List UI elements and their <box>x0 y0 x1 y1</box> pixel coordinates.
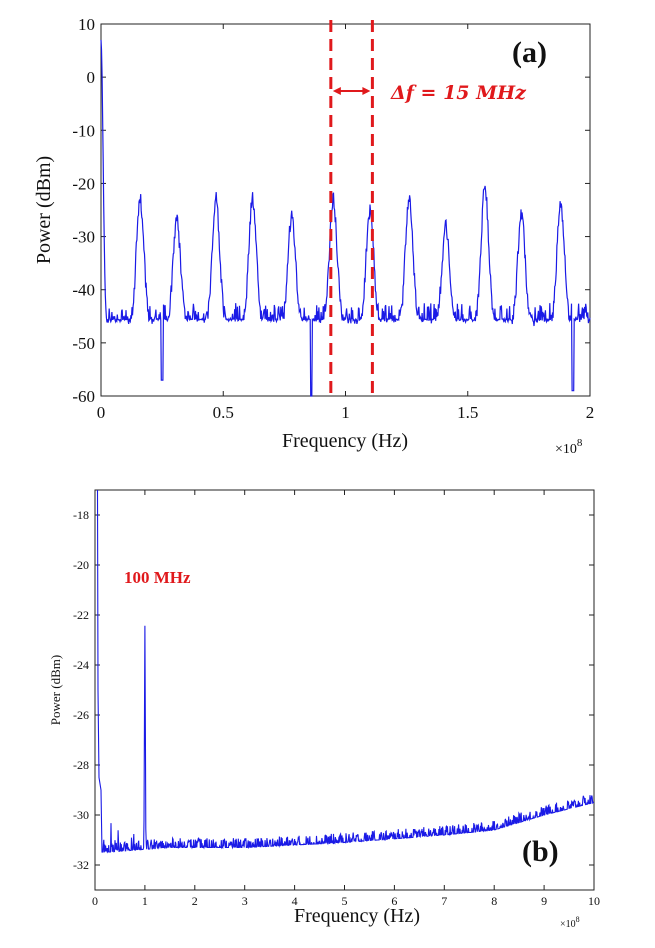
panel-a-ytick-label: -40 <box>72 281 95 300</box>
panel-b-xtick-label: 1 <box>142 894 148 908</box>
panel-a-ytick-label: -20 <box>72 174 95 193</box>
panel-a-ytick-label: -50 <box>72 334 95 353</box>
panel-b-y-ticks: -18 -20 -22 -24 -26 -28 -30 -32 <box>73 508 594 872</box>
panel-b-ylabel: Power (dBm) <box>48 655 63 725</box>
panel-b-xtick-label: 0 <box>92 894 98 908</box>
panel-a-ytick-label: 10 <box>78 15 95 34</box>
panel-a-xtick-label: 1.5 <box>457 403 478 422</box>
panel-b-xtick-label: 9 <box>541 894 547 908</box>
panel-b-xtick-label: 4 <box>292 894 298 908</box>
panel-b-ytick-label: -28 <box>73 758 89 772</box>
panel-a-annotation: Δf = 15 MHz <box>390 82 527 104</box>
panel-a-x-multiplier: ×108 <box>555 437 583 457</box>
panel-a-plot-frame <box>100 23 591 397</box>
panel-b-annotation: 100 MHz <box>124 568 191 587</box>
panel-a-arrowhead-right <box>362 87 371 95</box>
panel-b-xtick-label: 8 <box>491 894 497 908</box>
panel-b-xtick-label: 10 <box>588 894 600 908</box>
panel-b-ytick-label: -18 <box>73 508 89 522</box>
panel-a-ytick-label: -30 <box>72 228 95 247</box>
panel-a-ylabel: Power (dBm) <box>33 156 55 264</box>
panel-b-ytick-label: -22 <box>73 608 89 622</box>
panel-b: -18 -20 -22 -24 -26 -28 -30 -32 0 1 2 3 4 5 6 7 8 9 10 10… <box>48 489 600 930</box>
panel-b-xtick-label: 7 <box>441 894 447 908</box>
panel-b-x-ticks: 0 1 2 3 4 5 6 7 8 9 10 <box>92 490 600 908</box>
panel-a-xtick-label: 0 <box>97 403 106 422</box>
panel-a-ytick-label: -60 <box>72 387 95 406</box>
panel-a-arrowhead-left <box>332 87 341 95</box>
panel-a: 10 0 -10 -20 -30 -40 -50 -60 0 0.5 1 1.5 2 (a) Δf =… <box>33 15 594 457</box>
panel-b-xtick-label: 2 <box>192 894 198 908</box>
panel-b-spectrum-line <box>96 489 595 854</box>
panel-b-ytick-label: -26 <box>73 708 89 722</box>
panel-a-x-ticks: 0 0.5 1 1.5 2 <box>97 24 595 422</box>
panel-b-ytick-label: -32 <box>73 858 89 872</box>
panel-b-ytick-label: -20 <box>73 558 89 572</box>
panel-a-xlabel: Frequency (Hz) <box>282 430 408 452</box>
panel-b-ytick-label: -24 <box>73 658 89 672</box>
panel-a-spectrum-line <box>100 39 591 397</box>
panel-b-xtick-label: 3 <box>242 894 248 908</box>
panel-b-ytick-label: -30 <box>73 808 89 822</box>
panel-a-ytick-label: 0 <box>87 68 96 87</box>
panel-b-plot-frame <box>94 489 595 891</box>
panel-a-xtick-label: 2 <box>586 403 595 422</box>
panel-a-y-ticks: 10 0 -10 -20 -30 -40 -50 -60 <box>72 15 590 406</box>
panel-b-xlabel: Frequency (Hz) <box>294 905 420 927</box>
panel-a-ytick-label: -10 <box>72 121 95 140</box>
panel-b-x-multiplier: ×108 <box>560 915 580 930</box>
panel-b-xtick-label: 6 <box>391 894 397 908</box>
panel-b-xtick-label: 5 <box>342 894 348 908</box>
panel-b-tag: (b) <box>522 835 559 868</box>
panel-a-tag: (a) <box>512 36 547 69</box>
panel-a-xtick-label: 0.5 <box>213 403 234 422</box>
panel-a-xtick-label: 1 <box>341 403 350 422</box>
panel-a-markers <box>329 20 374 396</box>
